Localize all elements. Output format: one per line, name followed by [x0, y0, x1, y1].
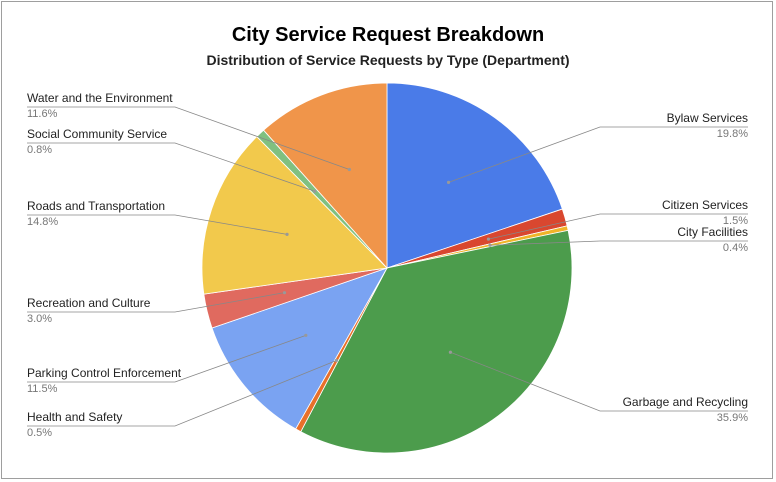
slice-percent-garbage-and-recycling: 35.9%: [717, 412, 748, 424]
slice-label-garbage-and-recycling: Garbage and Recycling: [623, 395, 748, 409]
leader-line-water-and-the-environment: [27, 106, 350, 170]
leader-dot-bylaw-services: [446, 180, 451, 184]
slice-label-citizen-services: Citizen Services: [662, 198, 748, 212]
leader-dot-citizen-services: [486, 237, 491, 241]
slice-label-water-and-the-environment: Water and the Environment: [27, 91, 173, 105]
chart-subtitle: Distribution of Service Requests by Type…: [206, 52, 570, 68]
slice-label-health-and-safety: Health and Safety: [27, 410, 122, 424]
leader-line-citizen-services: [488, 213, 748, 240]
leader-line-roads-and-transportation: [27, 214, 288, 235]
leader-dot-social-community-service: [313, 189, 317, 193]
slice-label-roads-and-transportation: Roads and Transportation: [27, 199, 165, 213]
slice-labels: Bylaw Services 19.8% Citizen Services 1.5%C…: [27, 91, 748, 439]
slice-percent-roads-and-transportation: 14.8%: [27, 216, 58, 228]
pie-slice-parking-control-enforcement: [211, 267, 388, 430]
pie-slice-water-and-the-environment: [263, 82, 388, 270]
leader-line-bylaw-services: [448, 126, 748, 183]
slice-percent-citizen-services: 1.5%: [723, 215, 748, 227]
leader-line-garbage-and-recycling: [450, 351, 748, 412]
leader-dot-city-facilities: [488, 243, 492, 247]
slice-percent-water-and-the-environment: 11.6%: [27, 108, 58, 120]
leader-dot-recreation-and-culture: [282, 291, 287, 295]
slice-label-city-facilities: City Facilities: [677, 225, 748, 239]
leader-line-social-community-service: [27, 142, 315, 192]
slice-percent-health-and-safety: 0.5%: [27, 427, 52, 439]
leader-line-recreation-and-culture: [27, 292, 285, 313]
pie-slice-bylaw-services: [386, 82, 563, 269]
leader-line-parking-control-enforcement: [27, 334, 306, 383]
slice-percent-social-community-service: 0.8%: [27, 144, 52, 156]
slice-label-parking-control-enforcement: Parking Control Enforcement: [27, 366, 182, 380]
slice-percent-bylaw-services: 19.8%: [717, 128, 748, 140]
pie-slice-roads-and-transportation: [201, 136, 388, 295]
leader-line-city-facilities: [489, 240, 748, 246]
leader-line-health-and-safety: [27, 360, 337, 427]
leader-dot-health-and-safety: [334, 358, 338, 363]
leader-dot-parking-control-enforcement: [304, 333, 308, 337]
slice-label-bylaw-services: Bylaw Services: [667, 111, 748, 125]
leader-dot-roads-and-transportation: [285, 232, 289, 237]
pie-slice-garbage-and-recycling: [300, 229, 573, 454]
leader-dot-garbage-and-recycling: [448, 350, 453, 354]
leader-lines: [27, 106, 748, 427]
slice-label-social-community-service: Social Community Service: [27, 127, 167, 141]
leader-dot-water-and-the-environment: [347, 167, 351, 172]
slice-label-recreation-and-culture: Recreation and Culture: [27, 296, 151, 310]
pie-slices: [201, 82, 573, 454]
chart-title: City Service Request Breakdown: [231, 24, 545, 46]
slice-percent-city-facilities: 0.4%: [723, 242, 748, 254]
slice-percent-parking-control-enforcement: 11.5%: [27, 383, 58, 395]
slice-percent-recreation-and-culture: 3.0%: [27, 313, 52, 325]
